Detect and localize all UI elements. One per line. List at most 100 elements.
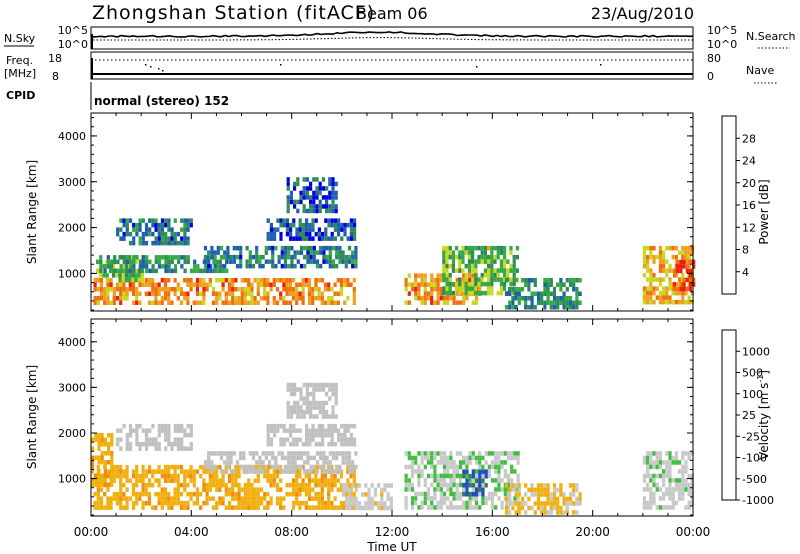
heatmap-cell <box>186 500 190 506</box>
heatmap-cell <box>96 259 100 265</box>
heatmap-cell <box>131 482 136 488</box>
heatmap-cell <box>122 496 126 501</box>
heatmap-cell <box>299 464 304 470</box>
heatmap-cell <box>164 264 168 269</box>
heatmap-cell <box>513 451 517 456</box>
heatmap-cell <box>496 268 500 273</box>
heatmap-cell <box>575 501 579 506</box>
heatmap-cell <box>506 268 510 273</box>
heatmap-cell <box>269 496 273 501</box>
heatmap-cell <box>163 491 168 497</box>
heatmap-cell <box>352 300 356 305</box>
heatmap-cell <box>115 296 120 301</box>
heatmap-cell <box>510 455 514 461</box>
heatmap-cell <box>665 487 669 492</box>
heatmap-cell <box>559 287 563 292</box>
heatmap-cell <box>199 291 203 296</box>
heatmap-cell <box>328 460 332 465</box>
heatmap-cell <box>572 282 576 287</box>
heatmap-cell <box>315 208 319 214</box>
heatmap-cell <box>199 464 203 470</box>
heatmap-cell <box>242 469 246 474</box>
heatmap-cell <box>478 505 482 510</box>
heatmap-cell <box>430 455 434 461</box>
heatmap-cell <box>317 291 321 296</box>
heatmap-cell <box>474 460 479 465</box>
heatmap-cell <box>334 190 338 196</box>
heatmap-cell <box>119 496 123 501</box>
x-tick-label: 00:00 <box>74 525 109 539</box>
heatmap-cell <box>439 473 443 479</box>
heatmap-cell <box>289 222 293 228</box>
heatmap-cell <box>215 482 219 488</box>
heatmap-cell <box>496 290 500 296</box>
heatmap-cell <box>99 287 104 292</box>
heatmap-cell <box>309 391 313 397</box>
heatmap-cell <box>676 286 680 292</box>
heatmap-cell <box>141 428 145 433</box>
heatmap-cell <box>652 464 656 470</box>
heatmap-cell <box>144 278 148 283</box>
heatmap-cell <box>496 245 500 251</box>
heatmap-cell <box>321 236 325 241</box>
heatmap-cell <box>484 460 488 465</box>
station-title: Zhongshan Station (fitACF) <box>92 2 375 24</box>
heatmap-cell <box>461 268 465 273</box>
heatmap-cell <box>295 236 299 241</box>
heatmap-cell <box>426 291 431 296</box>
heatmap-cell <box>170 268 174 274</box>
heatmap-cell <box>536 300 541 305</box>
heatmap-cell <box>93 505 97 510</box>
heatmap-cell <box>131 491 136 497</box>
heatmap-cell <box>455 464 459 470</box>
heatmap-cell <box>426 460 431 465</box>
heatmap-cell <box>250 291 254 296</box>
heatmap-cell <box>183 227 187 232</box>
heatmap-cell <box>493 245 497 251</box>
heatmap-cell <box>291 491 296 497</box>
heatmap-cell <box>154 291 158 296</box>
heatmap-cell <box>377 505 381 511</box>
heatmap-cell <box>305 190 309 196</box>
heatmap-cell <box>331 382 335 388</box>
heatmap-cell <box>520 296 525 301</box>
heatmap-cell <box>305 195 309 200</box>
heatmap-cell <box>304 482 308 488</box>
heatmap-cell <box>315 405 319 410</box>
heatmap-cell <box>103 296 107 301</box>
heatmap-cell <box>468 496 472 501</box>
heatmap-cell <box>678 469 682 474</box>
heatmap-cell <box>213 259 217 264</box>
heatmap-cell <box>112 464 116 470</box>
heatmap-cell <box>167 496 171 501</box>
heatmap-cell <box>471 250 475 255</box>
heatmap-cell <box>320 296 324 301</box>
heatmap-cell <box>483 272 487 278</box>
heatmap-cell <box>646 259 650 264</box>
heatmap-cell <box>665 295 669 300</box>
heatmap-cell <box>183 236 187 241</box>
heatmap-cell <box>276 428 280 433</box>
heatmap-cell <box>465 469 469 474</box>
heatmap-cell <box>511 287 515 292</box>
heatmap-cell <box>170 478 174 483</box>
heatmap-cell <box>483 250 487 255</box>
heatmap-cell <box>471 245 475 251</box>
heatmap-cell <box>324 432 328 438</box>
heatmap-cell <box>490 505 495 510</box>
heatmap-cell <box>160 491 164 497</box>
heatmap-cell <box>290 464 294 470</box>
heatmap-cell <box>364 501 368 506</box>
heatmap-cell <box>496 277 500 282</box>
heatmap-cell <box>125 218 129 223</box>
heatmap-cell <box>138 291 142 296</box>
heatmap-cell <box>452 464 456 470</box>
heatmap-cell <box>681 455 685 461</box>
heatmap-cell <box>330 487 334 492</box>
heatmap-cell <box>302 409 306 415</box>
heatmap-cell <box>157 428 161 433</box>
heatmap-cell <box>339 278 344 283</box>
heatmap-cell <box>487 290 491 296</box>
heatmap-cell <box>572 510 576 515</box>
